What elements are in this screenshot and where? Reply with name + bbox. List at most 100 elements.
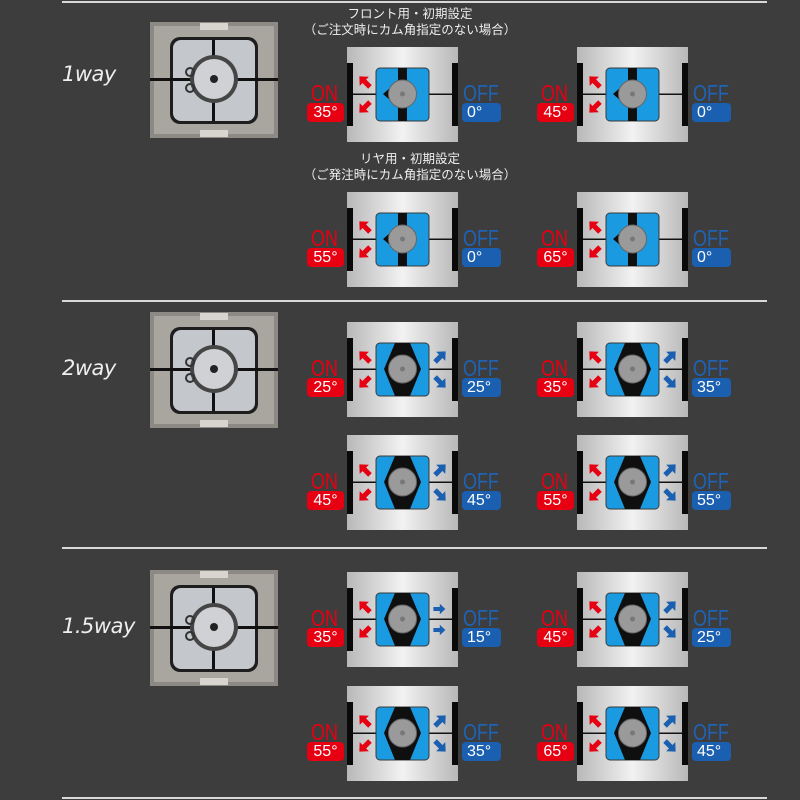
setting-subtitle: フロント用・初期設定 （ご注文時にカム角指定のない場合） xyxy=(290,6,530,38)
on-angle-badge: 65° xyxy=(537,742,574,761)
off-arrow-up-icon xyxy=(433,603,446,615)
left-rail xyxy=(347,451,353,514)
right-rail xyxy=(682,338,688,401)
on-arrow-up-icon xyxy=(359,715,372,728)
on-angle-badge: 65° xyxy=(537,248,574,267)
off-arrow-down-icon xyxy=(433,375,446,388)
on-arrow-up-icon xyxy=(589,464,602,477)
on-arrow-down-icon xyxy=(589,625,602,638)
off-arrow-down-icon xyxy=(663,739,676,752)
off-angle-badge: 15° xyxy=(462,628,501,647)
left-rail xyxy=(577,451,583,514)
setting-subtitle: リヤ用・初期設定 （ご発注時にカム角指定のない場合） xyxy=(290,151,530,183)
off-angle-badge: 45° xyxy=(462,491,501,510)
off-label: OFF xyxy=(463,355,499,381)
left-rail xyxy=(347,588,353,651)
cam-diagram xyxy=(577,47,688,142)
section-divider xyxy=(62,300,767,302)
left-rail xyxy=(347,702,353,765)
section-divider xyxy=(62,797,767,799)
off-label: OFF xyxy=(463,80,499,106)
on-arrow-down-icon xyxy=(359,488,372,501)
on-label: ON xyxy=(541,468,568,494)
right-rail xyxy=(682,702,688,765)
cam-hole xyxy=(210,365,218,373)
off-arrow-down-icon xyxy=(663,625,676,638)
off-label: OFF xyxy=(693,80,729,106)
on-arrow-down-icon xyxy=(589,488,602,501)
cam-diagram xyxy=(347,435,458,530)
on-arrow-down-icon xyxy=(359,375,372,388)
on-label: ON xyxy=(541,605,568,631)
off-label: OFF xyxy=(463,468,499,494)
off-label: OFF xyxy=(693,225,729,251)
on-angle-badge: 55° xyxy=(307,248,344,267)
cam-hole xyxy=(210,623,218,631)
on-arrow-down-icon xyxy=(359,245,372,258)
on-angle-badge: 35° xyxy=(307,628,344,647)
right-rail xyxy=(682,63,688,126)
cam-angle-setting: ON 55° OFF 35° xyxy=(307,686,507,786)
off-label: OFF xyxy=(693,355,729,381)
cam-angle-setting: ON 45° OFF 0° xyxy=(537,47,737,147)
off-angle-badge: 45° xyxy=(692,742,731,761)
subtitle-line: （ご注文時にカム角指定のない場合） xyxy=(303,23,517,37)
on-arrow-up-icon xyxy=(589,221,602,234)
off-arrow-up-icon xyxy=(663,715,676,728)
left-rail xyxy=(577,208,583,271)
right-rail xyxy=(682,451,688,514)
on-arrow-up-icon xyxy=(589,351,602,364)
on-label: ON xyxy=(311,719,338,745)
off-arrow-up-icon xyxy=(663,601,676,614)
off-arrow-down-icon xyxy=(433,739,446,752)
cam-angle-setting: ON 35° OFF 35° xyxy=(537,322,737,422)
on-arrow-up-icon xyxy=(589,76,602,89)
left-rail xyxy=(577,63,583,126)
cam-diagram xyxy=(577,686,688,781)
right-rail xyxy=(452,702,458,765)
left-rail xyxy=(577,338,583,401)
on-angle-badge: 45° xyxy=(307,491,344,510)
cam-angle-setting: ON 35° OFF 0° xyxy=(307,47,507,147)
right-rail xyxy=(452,451,458,514)
cam-diagram xyxy=(347,322,458,417)
cam-diagram xyxy=(577,192,688,287)
cam-photo xyxy=(150,312,278,428)
on-angle-badge: 45° xyxy=(537,103,574,122)
way-label: 2way xyxy=(62,356,116,380)
right-rail xyxy=(452,338,458,401)
off-angle-badge: 0° xyxy=(462,248,501,267)
off-label: OFF xyxy=(463,225,499,251)
right-rail xyxy=(682,588,688,651)
off-arrow-up-icon xyxy=(433,715,446,728)
left-rail xyxy=(577,702,583,765)
off-label: OFF xyxy=(463,719,499,745)
subtitle-line: フロント用・初期設定 xyxy=(347,7,473,21)
cam-photo xyxy=(150,570,278,686)
cam-diagram xyxy=(347,686,458,781)
left-rail xyxy=(577,588,583,651)
cam-angle-setting: ON 55° OFF 55° xyxy=(537,435,737,535)
off-angle-badge: 35° xyxy=(692,378,731,397)
off-arrow-up-icon xyxy=(433,351,446,364)
off-arrow-down-icon xyxy=(663,375,676,388)
on-arrow-up-icon xyxy=(359,351,372,364)
way-label: 1.5way xyxy=(62,614,135,638)
off-angle-badge: 25° xyxy=(462,378,501,397)
on-arrow-down-icon xyxy=(589,245,602,258)
off-arrow-down-icon xyxy=(433,488,446,501)
cam-diagram xyxy=(347,47,458,142)
left-rail xyxy=(347,338,353,401)
cam-diagram xyxy=(347,192,458,287)
off-angle-badge: 25° xyxy=(692,628,731,647)
section-divider xyxy=(62,1,767,3)
on-angle-badge: 55° xyxy=(537,491,574,510)
on-arrow-up-icon xyxy=(359,601,372,614)
cam-photo xyxy=(150,22,278,138)
on-label: ON xyxy=(311,355,338,381)
off-label: OFF xyxy=(693,605,729,631)
cam-angle-setting: ON 35° OFF 15° xyxy=(307,572,507,672)
off-arrow-up-icon xyxy=(663,464,676,477)
on-arrow-up-icon xyxy=(359,76,372,89)
on-arrow-up-icon xyxy=(359,464,372,477)
